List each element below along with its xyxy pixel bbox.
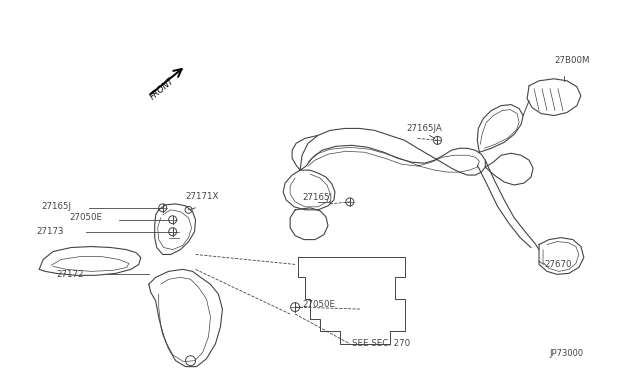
Text: 27050E: 27050E	[302, 299, 335, 309]
Text: 27670: 27670	[544, 260, 572, 269]
Text: 27165J: 27165J	[41, 202, 71, 211]
Text: 27050E: 27050E	[69, 213, 102, 222]
Text: 27B00M: 27B00M	[554, 57, 589, 65]
Text: 27165J: 27165J	[302, 193, 332, 202]
Text: 27173: 27173	[36, 227, 64, 236]
Text: FRONT: FRONT	[148, 76, 177, 102]
Text: 27171X: 27171X	[186, 192, 219, 201]
Text: 27165JA: 27165JA	[406, 124, 442, 133]
Text: JP73000: JP73000	[549, 349, 583, 358]
Text: 27172: 27172	[56, 270, 84, 279]
Text: SEE SEC. 270: SEE SEC. 270	[352, 339, 410, 348]
